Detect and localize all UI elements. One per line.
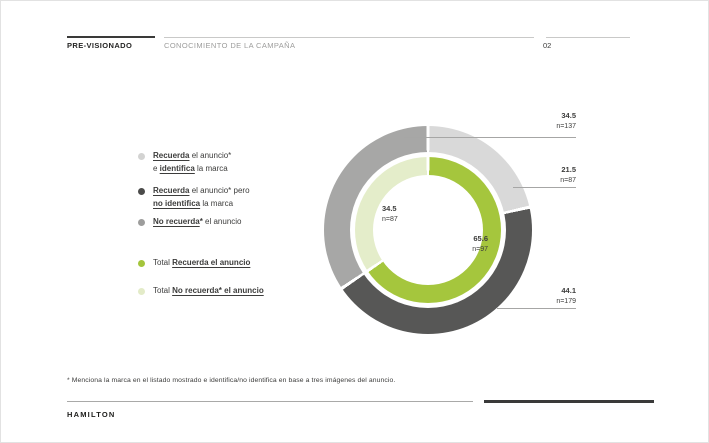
legend-run: la marca xyxy=(194,163,228,173)
legend-item-recuerda-identifica: Recuerda el anuncio* e identifica la mar… xyxy=(134,150,231,175)
legend-run: Recuerda xyxy=(153,186,190,195)
donut-chart: 34.5 n=87 65.6 n=97 xyxy=(324,126,532,334)
legend-run: el anuncio xyxy=(202,217,242,226)
callout-recuerda-no-identifica: 44.1 n=179 xyxy=(556,286,576,305)
legend-run: Recuerda el anuncio xyxy=(172,258,251,267)
callout-recuerda-identifica: 21.5 n=87 xyxy=(560,165,576,184)
legend-run: identifica xyxy=(159,163,195,173)
header-page-rule xyxy=(546,37,630,38)
legend-dot-medium-gray-icon xyxy=(138,219,145,226)
header-section-rule xyxy=(67,36,155,38)
donut-hole xyxy=(373,175,483,285)
legend-dot-dark-gray-icon xyxy=(138,188,145,195)
legend-run: Recuerda xyxy=(153,151,190,160)
leader-line-recuerda-identifica xyxy=(513,187,576,188)
footer-rule-left xyxy=(67,401,473,402)
inner-label-total-no-recuerda: 34.5 n=87 xyxy=(382,204,398,223)
page-number: 02 xyxy=(543,41,552,50)
legend-item-no-recuerda: No recuerda* el anuncio xyxy=(134,216,242,229)
footer-rule-right xyxy=(484,400,654,403)
legend-dot-green-icon xyxy=(138,260,145,267)
legend-run: no identifica xyxy=(153,198,201,208)
legend-run: No recuerda* el anuncio xyxy=(172,286,264,295)
legend-run: Total xyxy=(153,258,173,267)
legend-run: el anuncio* pero xyxy=(189,186,250,195)
legend-dot-light-gray-icon xyxy=(138,153,145,160)
legend-run: e xyxy=(153,163,160,173)
legend-run: Total xyxy=(153,286,173,295)
footnote: * Menciona la marca en el listado mostra… xyxy=(67,377,396,384)
legend-item-total-recuerda: Total Recuerda el anuncio xyxy=(134,257,250,270)
legend-run: * xyxy=(199,217,203,226)
header-title-rule xyxy=(164,37,534,38)
inner-label-total-recuerda: 65.6 n=97 xyxy=(472,234,488,253)
leader-line-no-recuerda xyxy=(404,137,576,138)
legend-item-total-no-recuerda: Total No recuerda* el anuncio xyxy=(134,285,264,298)
leader-line-recuerda-no-identifica xyxy=(497,308,576,309)
legend-run: el anuncio* xyxy=(189,151,232,160)
legend-run: la marca xyxy=(200,198,234,208)
legend-run: No recuerda xyxy=(153,217,200,226)
header-section-label: PRE-VISIONADO xyxy=(67,41,133,50)
page-title: CONOCIMIENTO DE LA CAMPAÑA xyxy=(164,41,296,50)
footer-brand: HAMILTON xyxy=(67,410,116,419)
legend-dot-light-green-icon xyxy=(138,288,145,295)
legend-item-recuerda-no-identifica: Recuerda el anuncio* pero no identifica … xyxy=(134,185,250,210)
callout-no-recuerda: 34.5 n=137 xyxy=(556,111,576,130)
